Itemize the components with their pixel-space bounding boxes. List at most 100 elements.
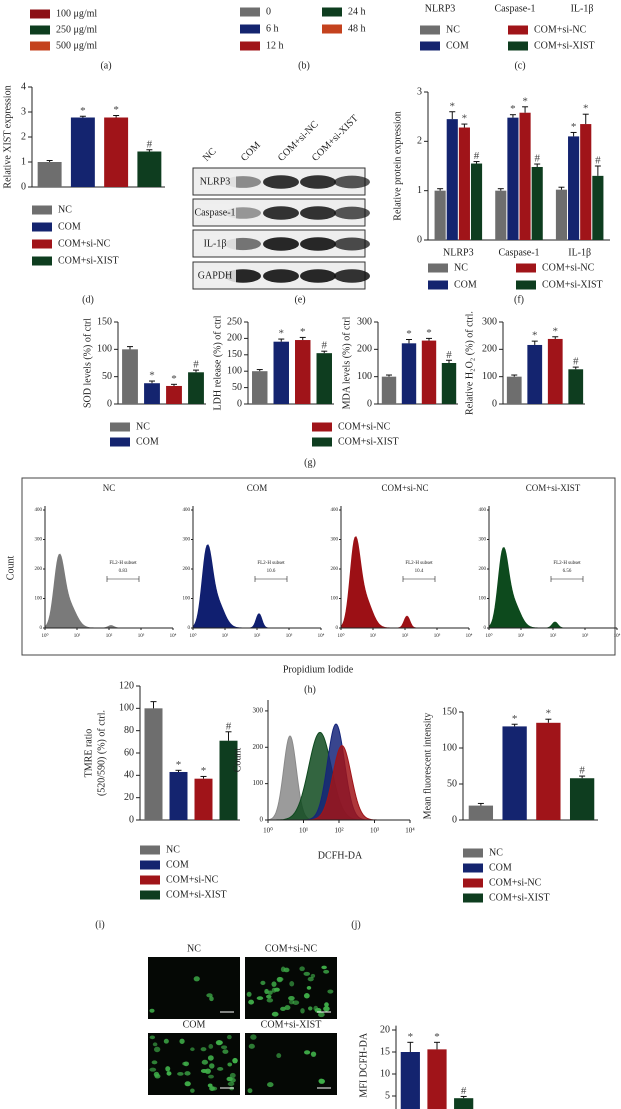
blot-band	[300, 206, 336, 220]
gate-label: FL2-H subset	[405, 561, 433, 566]
y-axis-label: TMRE ratio	[83, 729, 94, 778]
legend-label: COM+si-NC	[338, 421, 391, 432]
image-label: COM+si-NC	[265, 943, 318, 954]
cell	[163, 1038, 169, 1044]
bar	[252, 371, 268, 404]
blot-band	[334, 269, 370, 283]
y-tick-label: 200	[35, 567, 43, 572]
cell	[227, 1062, 233, 1067]
legend-swatch	[32, 222, 52, 232]
y-tick-label: 150	[97, 316, 112, 327]
blot-label-bg	[194, 267, 236, 284]
cell	[321, 965, 327, 970]
bar	[507, 117, 519, 240]
x-tick-label: 10³	[582, 633, 589, 639]
cell	[166, 1071, 172, 1076]
legend-label: 0	[266, 6, 271, 17]
cell	[318, 1078, 325, 1084]
lane-label: NC	[201, 146, 219, 164]
cell	[271, 981, 277, 987]
cell	[149, 1067, 157, 1072]
legend-swatch	[420, 25, 440, 35]
bar	[70, 117, 95, 187]
panel-label: (e)	[294, 294, 305, 305]
image-label: NC	[187, 943, 201, 954]
cell	[200, 1068, 208, 1074]
cell	[247, 1088, 253, 1094]
legend-swatch	[32, 256, 52, 266]
legend-swatch	[30, 25, 50, 35]
cell	[271, 987, 277, 993]
cell	[256, 996, 264, 1000]
y-tick-label: 150	[442, 706, 457, 717]
significance-marker: #	[322, 340, 328, 352]
legend-label: COM	[454, 279, 477, 290]
y-tick-label: 50	[232, 382, 242, 393]
bar	[166, 385, 182, 404]
y-axis-label: (520/590) (%) of ctrl.	[96, 710, 107, 796]
y-tick-label: 100	[331, 597, 339, 602]
cell	[232, 1057, 238, 1064]
plot-title: COM+si-XIST	[526, 483, 581, 493]
cell	[216, 1040, 223, 1045]
cell	[299, 966, 305, 972]
significance-marker: *	[462, 113, 468, 125]
legend-label: COM	[489, 862, 512, 873]
flow-frame	[21, 477, 616, 656]
y-tick-label: 100	[253, 779, 264, 787]
significance-marker: *	[279, 328, 285, 340]
cell	[226, 1034, 232, 1040]
cell	[271, 1011, 279, 1017]
cell	[193, 976, 200, 982]
x-tick-label: 10⁴	[170, 633, 177, 639]
cell	[151, 1060, 158, 1065]
legend-swatch	[322, 24, 342, 34]
bar	[555, 189, 568, 240]
x-tick-label: 10⁴	[405, 827, 415, 835]
y-tick-label: 50	[102, 371, 112, 382]
plot-title: COM+si-NC	[381, 483, 428, 493]
cell	[229, 1072, 236, 1079]
y-tick-label: 4	[21, 81, 26, 92]
bar	[519, 112, 531, 240]
legend-label: NC	[454, 262, 468, 273]
cell	[288, 996, 295, 1001]
y-tick-label: 15	[380, 1046, 390, 1057]
cell	[307, 976, 314, 982]
blot-row-label: GAPDH	[198, 270, 232, 281]
flow-histogram	[488, 546, 617, 629]
x-tick-label: 10²	[106, 633, 113, 639]
y-tick-label: 3	[417, 86, 422, 97]
bar	[434, 190, 446, 240]
gate-value: 10.4	[415, 569, 424, 574]
bar	[568, 369, 584, 404]
significance-marker: *	[300, 326, 306, 338]
bar	[470, 163, 483, 240]
x-tick-label: 10¹	[518, 633, 525, 639]
cell	[324, 1002, 329, 1007]
legend-swatch	[463, 863, 483, 873]
y-tick-label: 0	[129, 814, 134, 825]
cell	[165, 1066, 171, 1072]
bar	[458, 127, 470, 240]
blot-band	[263, 206, 299, 220]
cell	[190, 1088, 195, 1093]
y-tick-label: 0	[40, 626, 43, 631]
legend-label: COM	[446, 40, 469, 51]
blot-band	[334, 206, 370, 220]
y-tick-label: 0	[237, 398, 242, 409]
y-tick-label: 0	[336, 626, 339, 631]
significance-marker: *	[553, 325, 559, 337]
cell	[300, 1008, 305, 1014]
significance-marker: #	[474, 150, 480, 162]
legend-label: COM	[58, 221, 81, 232]
blot-label-bg	[194, 235, 236, 252]
significance-marker: #	[226, 720, 232, 732]
y-tick-label: 300	[479, 538, 487, 543]
legend-swatch	[516, 280, 536, 290]
y-tick-label: 200	[357, 344, 372, 355]
y-tick-label: 0	[452, 814, 457, 825]
blot-label-bg	[194, 204, 236, 221]
legend-swatch	[140, 875, 160, 885]
